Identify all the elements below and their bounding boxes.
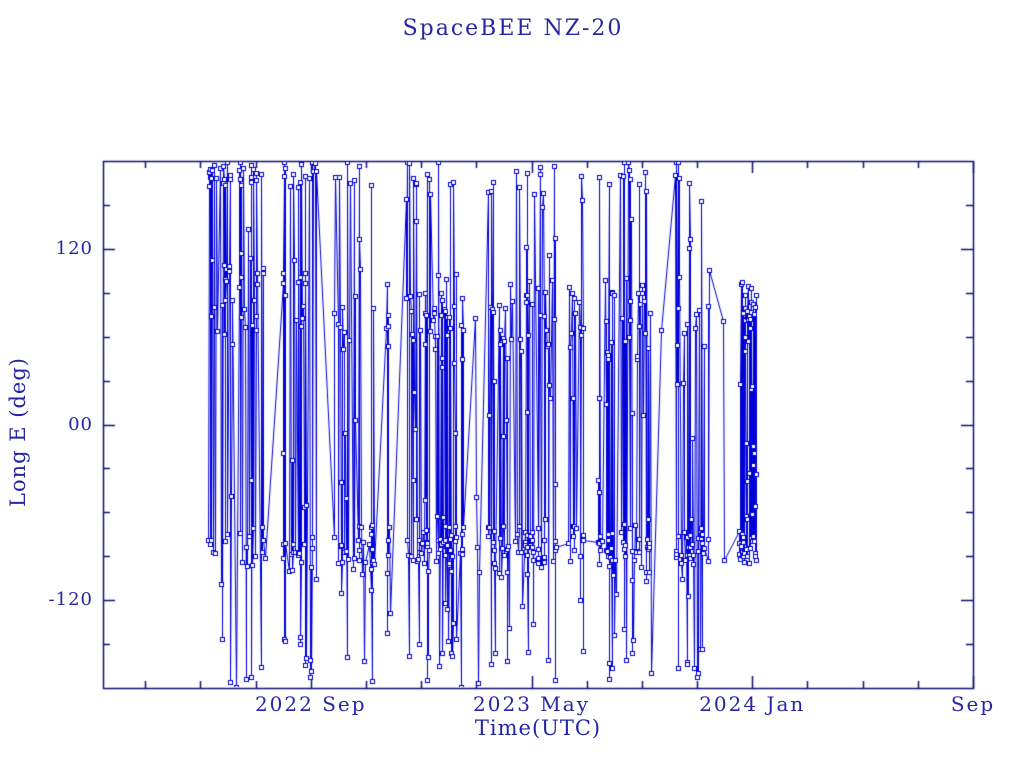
x-tick-label-2023-may: 2023 May: [473, 692, 590, 716]
y-tick-label-neg120: -120: [48, 589, 93, 611]
x-axis-title: Time(UTC): [474, 716, 602, 740]
y-tick-label-00: 00: [68, 413, 93, 435]
x-tick-label-2022-sep: 2022 Sep: [254, 692, 367, 716]
y-tick-label-120: 120: [55, 237, 93, 259]
chart-title: SpaceBEE NZ-20: [402, 16, 624, 41]
x-tick-label-2024-jan: 2024 Jan: [699, 692, 806, 716]
x-tick-label-sep: Sep: [950, 692, 996, 716]
